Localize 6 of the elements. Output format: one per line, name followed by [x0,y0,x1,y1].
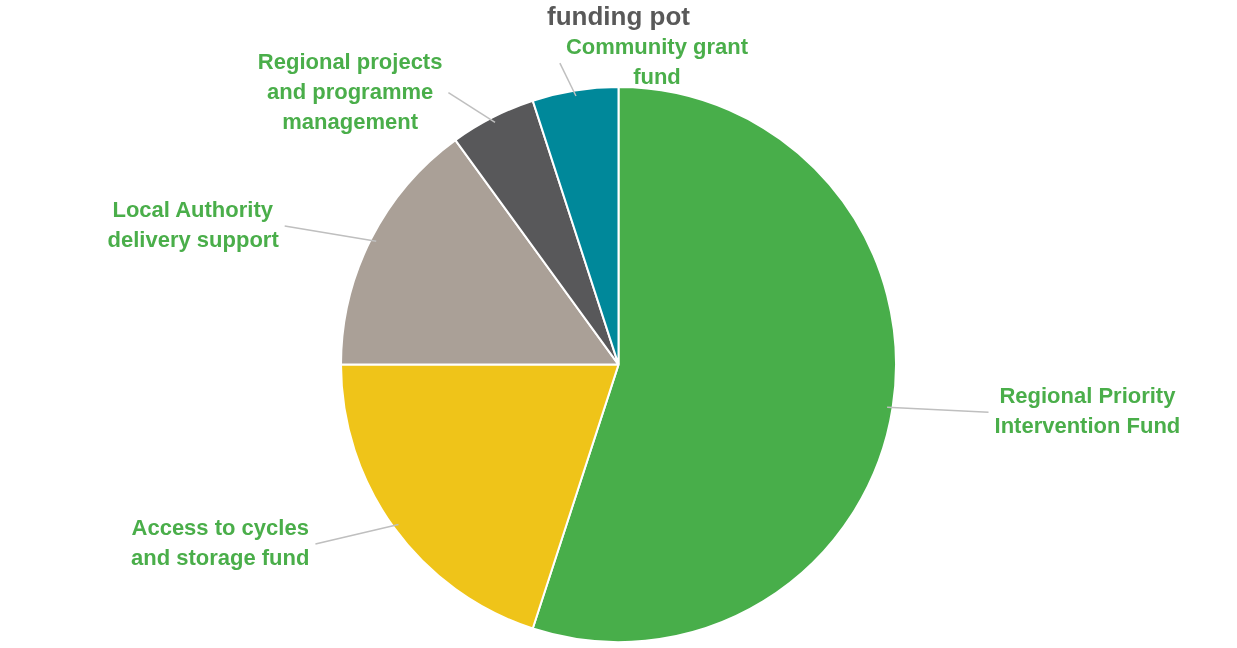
slice-label: Local Authority delivery support [107,197,280,253]
slice-label: Community grant fund [565,34,749,90]
slice-label: Regional projects and programme management [257,48,443,134]
slice-label: Regional Priority Intervention Fund [994,383,1181,439]
chart-title: funding pot [547,0,691,31]
slice-label: Access to cycles and storage fund [130,515,310,571]
